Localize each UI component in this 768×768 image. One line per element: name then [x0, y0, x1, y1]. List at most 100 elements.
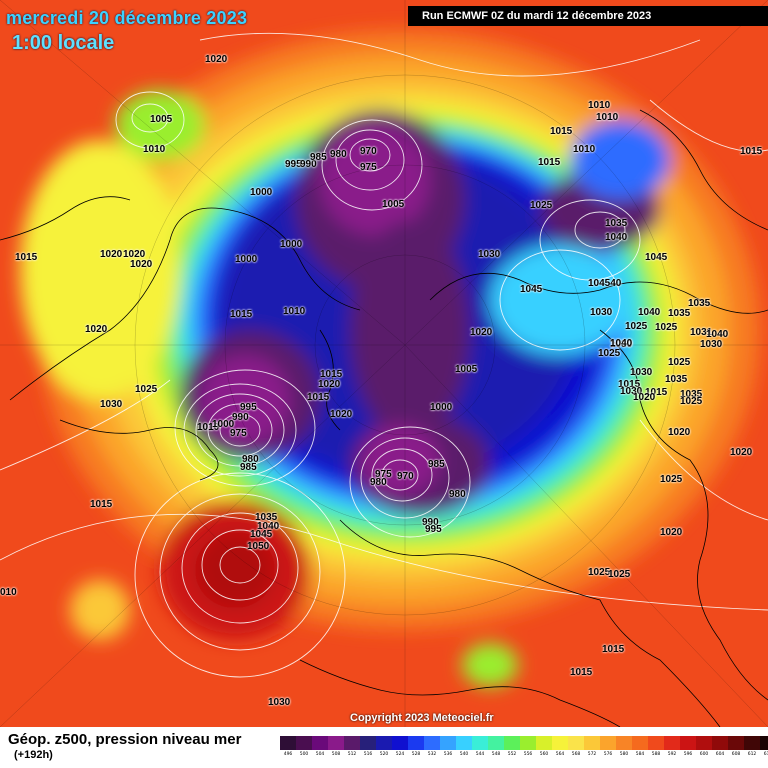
colorbar-swatch [312, 736, 328, 750]
colorbar-label: 616 [763, 752, 768, 757]
isobar-label: 1035 [255, 512, 278, 523]
isobar-label: 970 [397, 471, 414, 482]
isobar-label: 990 [300, 159, 317, 170]
colorbar-label: 512 [347, 752, 357, 757]
colorbar-label: 568 [571, 752, 581, 757]
isobar-label: 1020 [130, 259, 153, 270]
isobar-label: 1030 [610, 339, 633, 350]
colorbar-swatch [408, 736, 424, 750]
colorbar-label: 564 [555, 752, 565, 757]
colorbar-label: 532 [427, 752, 437, 757]
isobar-label: 1045 [250, 529, 273, 540]
colorbar-label: 556 [523, 752, 533, 757]
colorbar-swatch [760, 736, 768, 750]
colorbar-step: 532 [424, 736, 440, 757]
colorbar-swatch [696, 736, 712, 750]
isobar-label: 1015 [645, 387, 668, 398]
geopotential-field [20, 30, 760, 687]
isobar-label: 1045 [645, 252, 668, 263]
copyright-text: Copyright 2023 Meteociel.fr [350, 712, 494, 724]
isobar-label: 990 [232, 412, 249, 423]
colorbar-swatch [712, 736, 728, 750]
isobar-label: 1040 [605, 232, 628, 243]
colorbar-label: 500 [299, 752, 309, 757]
isobar-label: 1020 [730, 447, 753, 458]
isobar-label: 1020 [100, 249, 123, 260]
colorbar-step: 552 [504, 736, 520, 757]
colorbar-label: 504 [315, 752, 325, 757]
isobar-label: 1025 [655, 322, 678, 333]
colorbar-swatch [664, 736, 680, 750]
colorbar-swatch [392, 736, 408, 750]
colorbar-label: 536 [443, 752, 453, 757]
colorbar-swatch [360, 736, 376, 750]
colorbar-swatch [536, 736, 552, 750]
colorbar-label: 496 [283, 752, 293, 757]
colorbar-label: 528 [411, 752, 421, 757]
colorbar-swatch [584, 736, 600, 750]
z500-map [0, 0, 768, 727]
colorbar-label: 516 [363, 752, 373, 757]
isobar-label: 1005 [150, 114, 173, 125]
colorbar-step: 508 [328, 736, 344, 757]
isobar-label: 1025 [680, 396, 703, 407]
colorbar-swatch [472, 736, 488, 750]
colorbar-step: 512 [344, 736, 360, 757]
colorbar-swatch [680, 736, 696, 750]
colorbar-swatch [648, 736, 664, 750]
colorbar-label: 524 [395, 752, 405, 757]
colorbar-swatch [488, 736, 504, 750]
valid-date-title: mercredi 20 décembre 2023 [6, 8, 248, 28]
colorbar-step: 528 [408, 736, 424, 757]
lead-time: (+192h) [14, 749, 53, 761]
graticule [0, 0, 768, 727]
colorbar-step: 560 [536, 736, 552, 757]
colorbar-label: 520 [379, 752, 389, 757]
isobar-label: 1040 [638, 307, 661, 318]
isobar-label: 1015 [320, 369, 343, 380]
colorbar-step: 544 [472, 736, 488, 757]
isobar-label: 1030 [700, 339, 723, 350]
colorbar-step: 596 [680, 736, 696, 757]
colorbar-label: 576 [603, 752, 613, 757]
colorbar-step: 504 [312, 736, 328, 757]
isobar-label: 1020 [633, 392, 656, 403]
isobar-label: 1025 [625, 321, 648, 332]
colorbar-swatch [600, 736, 616, 750]
isobar-label: 985 [240, 462, 257, 473]
isobar-label: 1040 [610, 338, 633, 349]
isobar-label: 1020 [668, 427, 691, 438]
colorbar-label: 592 [667, 752, 677, 757]
isobar-label: 1015 [740, 146, 763, 157]
isobar-label: 1015 [570, 667, 593, 678]
isobar-label: 995 [240, 402, 257, 413]
isobar-label: 1015 [618, 379, 641, 390]
colorbar-swatch [728, 736, 744, 750]
isobar-label: 1035 [680, 389, 703, 400]
colorbar-step: 576 [600, 736, 616, 757]
colorbar-label: 508 [331, 752, 341, 757]
isobar-label: 1040 [257, 521, 280, 532]
isobar-label: 1020 [205, 54, 228, 65]
colorbar-step: 568 [568, 736, 584, 757]
colorbar-label: 560 [539, 752, 549, 757]
isobar-label: 980 [242, 454, 259, 465]
colorbar-swatch [632, 736, 648, 750]
colorbar-step: 556 [520, 736, 536, 757]
colorbar-label: 600 [699, 752, 709, 757]
isobar-label: 1005 [382, 199, 405, 210]
isobar-label: 1025 [598, 348, 621, 359]
colorbar-step: 536 [440, 736, 456, 757]
colorbar-swatch [376, 736, 392, 750]
colorbar-step: 520 [376, 736, 392, 757]
colorbar-swatch [440, 736, 456, 750]
isobar-label: 1020 [660, 527, 683, 538]
colorbar-step: 540 [456, 736, 472, 757]
colorbar-swatch [520, 736, 536, 750]
isobar-label: 995 [285, 159, 302, 170]
colorbar-label: 548 [491, 752, 501, 757]
colorbar-swatch [504, 736, 520, 750]
colorbar-label: 580 [619, 752, 629, 757]
isobar-label: 970 [360, 146, 377, 157]
colorbar-swatch [744, 736, 760, 750]
